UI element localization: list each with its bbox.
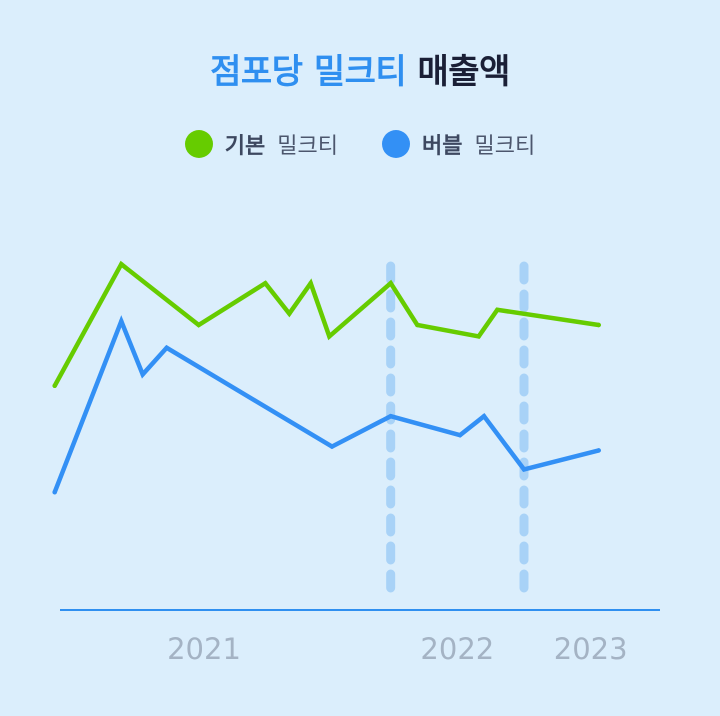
legend-label-strong: 기본 <box>224 134 266 159</box>
data-point <box>495 307 500 312</box>
chart-title: 점포당 밀크티 매출액 <box>0 44 720 93</box>
x-tick-label: 2023 <box>554 632 628 666</box>
data-point <box>329 444 335 449</box>
legend: 기본 밀크티 버블 밀크티 <box>0 128 720 160</box>
data-point <box>596 322 601 328</box>
legend-item-bubble: 버블 밀크티 <box>382 128 535 160</box>
title-rest: 매출액 <box>417 52 511 92</box>
data-point <box>196 322 201 328</box>
data-point <box>388 281 393 286</box>
x-tick-label: 2022 <box>420 632 494 666</box>
legend-dot-bubble <box>382 130 410 158</box>
data-point <box>521 467 527 472</box>
legend-label-rest: 밀크티 <box>277 134 338 159</box>
data-point <box>388 414 393 419</box>
data-point <box>415 322 420 328</box>
data-point <box>327 334 332 339</box>
legend-dot-basic <box>184 130 213 158</box>
series-line-0 <box>52 260 601 389</box>
data-point <box>119 319 124 324</box>
data-point <box>481 414 487 419</box>
legend-label-rest: 밀크티 <box>474 134 536 159</box>
data-point <box>308 281 313 286</box>
data-point <box>52 490 57 495</box>
legend-item-basic: 기본 밀크티 <box>184 128 338 160</box>
legend-label-strong: 버블 <box>422 134 463 159</box>
series-line-1 <box>52 315 601 495</box>
data-point <box>457 433 463 438</box>
data-point <box>596 448 601 453</box>
data-point <box>119 262 124 267</box>
data-point <box>476 334 481 339</box>
data-point <box>287 311 292 316</box>
x-tick-label: 2021 <box>167 632 241 666</box>
data-point <box>164 345 169 350</box>
title-highlight: 점포당 밀크티 <box>210 52 407 92</box>
data-point <box>263 281 268 286</box>
data-point <box>140 372 145 377</box>
data-point <box>52 383 57 388</box>
